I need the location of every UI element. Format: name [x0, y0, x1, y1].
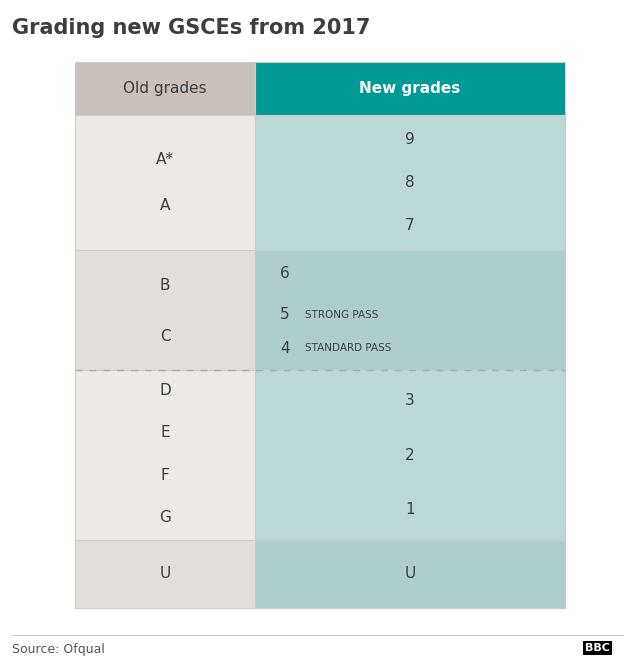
Text: 1: 1 — [405, 502, 415, 517]
Text: D: D — [159, 383, 171, 398]
Text: 8: 8 — [405, 175, 415, 190]
Text: STRONG PASS: STRONG PASS — [305, 310, 378, 320]
Text: 7: 7 — [405, 218, 415, 233]
Text: C: C — [160, 329, 170, 344]
Bar — [255, 115, 565, 250]
Text: B: B — [160, 279, 170, 293]
Text: A*: A* — [156, 152, 174, 167]
Text: 4: 4 — [280, 341, 290, 356]
Text: E: E — [160, 426, 170, 440]
Bar — [75, 250, 255, 370]
Text: Source: Ofqual: Source: Ofqual — [12, 643, 105, 656]
Text: 2: 2 — [405, 448, 415, 462]
Text: A: A — [160, 198, 170, 213]
Text: 9: 9 — [405, 132, 415, 147]
Bar — [255, 250, 565, 370]
Text: 6: 6 — [280, 267, 290, 281]
Text: 5: 5 — [280, 307, 290, 323]
Text: F: F — [160, 468, 169, 483]
Bar — [255, 62, 565, 115]
Bar — [75, 540, 255, 608]
Text: STANDARD PASS: STANDARD PASS — [305, 343, 391, 353]
Text: New grades: New grades — [359, 81, 461, 96]
Text: U: U — [404, 567, 416, 581]
Bar — [75, 115, 255, 250]
Text: Old grades: Old grades — [123, 81, 207, 96]
Bar — [255, 540, 565, 608]
Text: U: U — [159, 567, 170, 581]
Text: Grading new GSCEs from 2017: Grading new GSCEs from 2017 — [12, 18, 371, 38]
Text: 3: 3 — [405, 393, 415, 408]
Bar — [255, 370, 565, 540]
Text: G: G — [159, 511, 171, 525]
Text: BBC: BBC — [585, 643, 610, 653]
Bar — [75, 370, 255, 540]
Bar — [75, 62, 255, 115]
